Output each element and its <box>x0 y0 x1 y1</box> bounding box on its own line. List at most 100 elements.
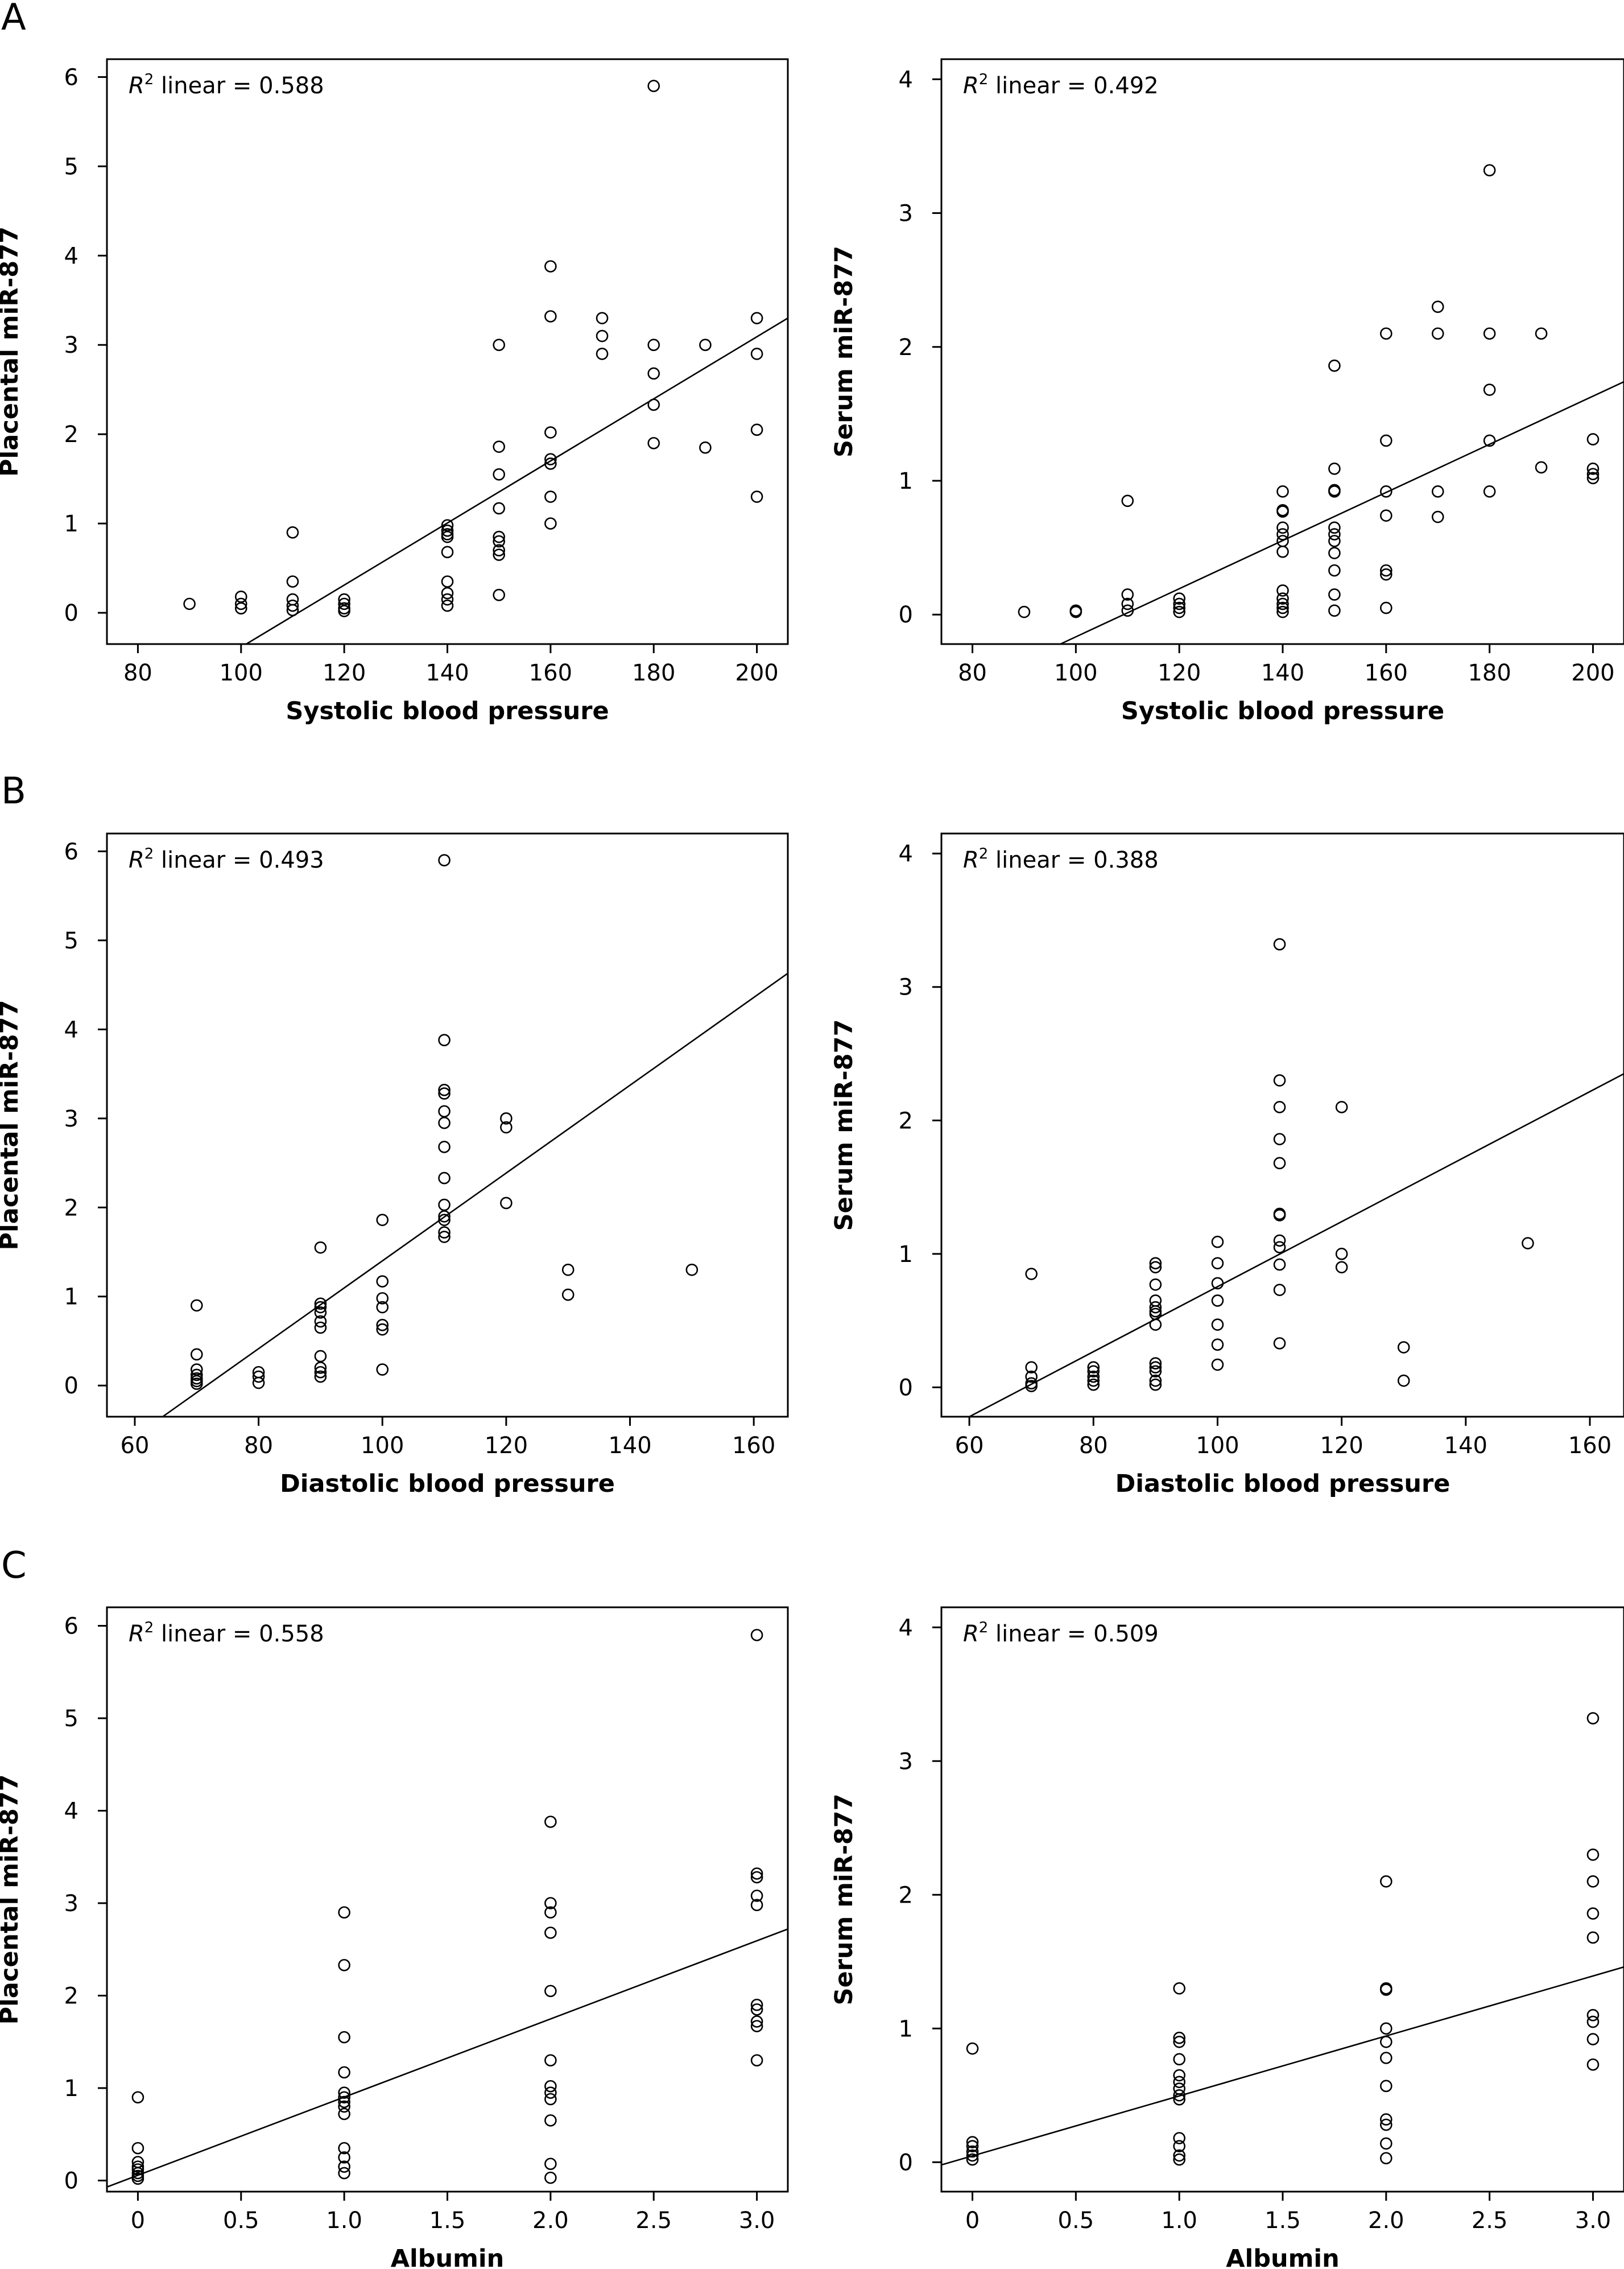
y-tick-label: 1 <box>64 1284 78 1310</box>
y-tick-label: 1 <box>899 2016 913 2042</box>
y-tick-label: 2 <box>64 422 78 448</box>
data-point <box>1276 584 1289 597</box>
x-tick-label: 2.5 <box>1472 2208 1508 2234</box>
data-point <box>750 490 763 503</box>
y-tick-label: 3 <box>64 1106 78 1132</box>
data-point <box>544 2093 557 2106</box>
data-point <box>1586 2008 1600 2022</box>
data-point <box>1335 1248 1348 1260</box>
x-tick-label: 200 <box>735 660 778 686</box>
data-point <box>1173 1982 1185 1995</box>
data-point <box>1211 1257 1224 1270</box>
r-squared-annotation: R2 linear = 0.388 <box>963 845 1159 873</box>
data-point <box>750 1899 763 1912</box>
y-tick-label: 2 <box>64 1983 78 2010</box>
data-point <box>1025 1268 1038 1280</box>
x-tick-label: 100 <box>361 1433 404 1459</box>
data-point <box>1380 1983 1392 1996</box>
data-point <box>1173 2053 1185 2066</box>
data-point <box>1087 1374 1100 1387</box>
x-tick-label: 200 <box>1571 660 1614 686</box>
data-point <box>314 1370 327 1383</box>
plot-c-serum-albumin: 0 0.5 1.0 1.5 2.0 2.5 3.0 0 1 2 3 4 Albumin Serum miR… <box>830 1606 1624 2269</box>
data-point <box>493 535 505 548</box>
data-point <box>1276 601 1289 614</box>
data-point <box>1586 2033 1600 2045</box>
data-point <box>1586 433 1600 445</box>
data-point <box>1483 485 1496 498</box>
x-axis-label: Diastolic blood pressure <box>1115 1470 1451 1498</box>
data-point <box>1586 463 1600 475</box>
x-tick-label: 100 <box>1196 1433 1239 1459</box>
data-point <box>1087 1370 1100 1383</box>
regression-line <box>969 1073 1624 1418</box>
data-point <box>966 2145 979 2158</box>
data-point <box>438 1034 451 1046</box>
data-point <box>1380 327 1392 340</box>
data-point <box>338 2160 350 2173</box>
data-point <box>1173 592 1185 605</box>
x-tick-label: 160 <box>1568 1433 1611 1459</box>
data-point <box>338 597 350 610</box>
data-point <box>647 339 660 352</box>
data-point <box>338 2151 350 2164</box>
data-point <box>1273 1234 1286 1247</box>
data-point <box>338 2031 350 2044</box>
data-point <box>286 593 299 606</box>
x-axis-label: Systolic blood pressure <box>286 697 609 725</box>
data-point <box>750 1890 763 1902</box>
x-tick-label: 160 <box>1365 660 1408 686</box>
data-point <box>190 1368 203 1381</box>
data-point <box>190 1377 203 1390</box>
data-point <box>441 593 454 606</box>
data-point <box>190 1348 203 1361</box>
data-point <box>500 1112 513 1125</box>
x-tick-label: 140 <box>608 1433 651 1459</box>
data-point <box>1149 1301 1162 1314</box>
data-point <box>1380 2022 1392 2035</box>
data-point <box>1273 1133 1286 1145</box>
data-point <box>438 1231 451 1243</box>
data-point <box>1328 359 1341 372</box>
data-point <box>1431 510 1444 523</box>
data-point <box>493 530 505 543</box>
data-point <box>234 591 247 603</box>
data-point <box>1586 468 1600 481</box>
data-point <box>441 546 454 559</box>
data-point <box>1149 1361 1162 1374</box>
data-point <box>1025 1370 1038 1383</box>
data-point <box>1586 2058 1600 2071</box>
x-tick-label: 120 <box>1320 1433 1363 1459</box>
data-point <box>1335 1101 1348 1113</box>
data-point <box>1149 1374 1162 1387</box>
x-axis-label: Albumin <box>1226 2245 1340 2269</box>
data-point <box>1211 1235 1224 1248</box>
data-point <box>647 398 660 411</box>
data-point <box>1173 2093 1185 2106</box>
data-point <box>493 339 505 352</box>
data-point <box>314 1350 327 1363</box>
data-point <box>1087 1365 1100 1378</box>
data-point <box>1328 521 1341 534</box>
x-tick-label: 0 <box>131 2208 145 2234</box>
y-tick-label: 4 <box>899 67 913 93</box>
data-point <box>544 453 557 465</box>
data-point <box>441 524 454 537</box>
y-tick-label: 0 <box>64 1373 78 1399</box>
y-tick-label: 3 <box>899 201 913 227</box>
data-point <box>314 1365 327 1379</box>
data-point <box>1328 547 1341 559</box>
plot-frame <box>106 832 789 1418</box>
x-tick-label: 60 <box>121 1433 150 1459</box>
data-point <box>750 1867 763 1880</box>
data-point <box>596 348 609 360</box>
data-point <box>1273 1284 1286 1296</box>
data-point <box>750 312 763 324</box>
x-axis-label: Albumin <box>391 2245 505 2269</box>
data-point <box>190 1363 203 1376</box>
data-point <box>1586 1848 1600 1861</box>
data-point <box>1483 164 1496 177</box>
data-point <box>699 339 712 352</box>
data-point <box>1328 588 1341 601</box>
data-point <box>314 1241 327 1254</box>
